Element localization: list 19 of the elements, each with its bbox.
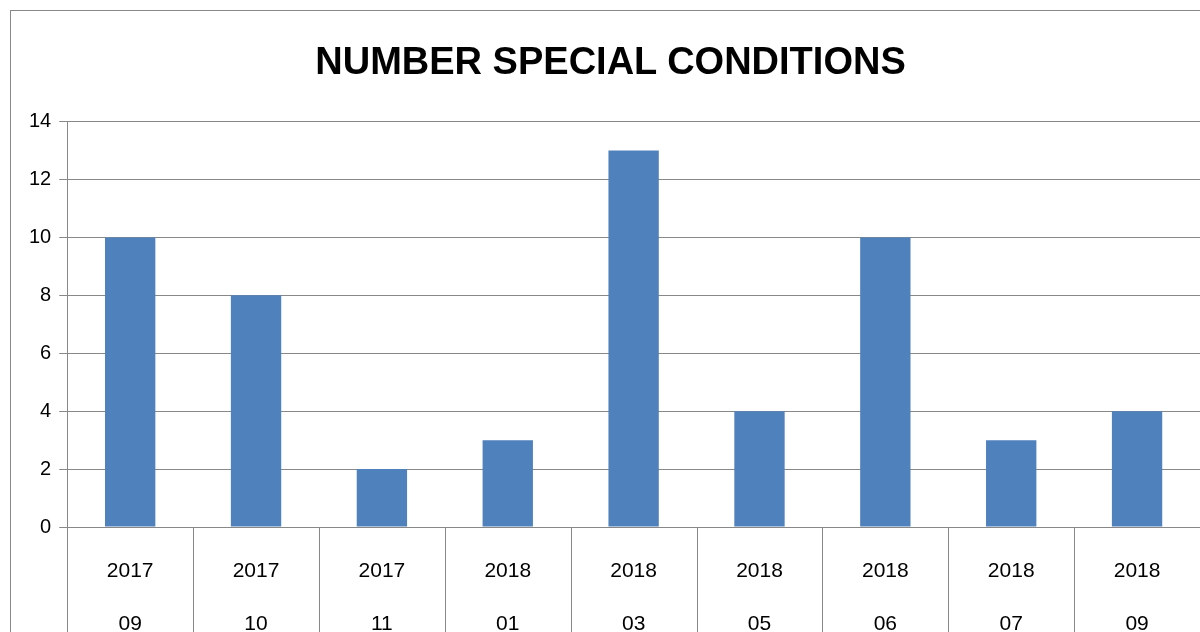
- bar: [482, 440, 533, 527]
- bar: [734, 411, 785, 527]
- y-tick-label: 8: [40, 282, 52, 305]
- bar: [356, 469, 408, 527]
- bar: [230, 295, 282, 527]
- y-tick-label: 2: [40, 456, 52, 479]
- y-tick-label: 4: [40, 398, 52, 421]
- y-tick-label: 0: [40, 514, 52, 537]
- chart-frame: NUMBER SPECIAL CONDITIONS 2017 09 2017 10 2017 11 2018 01 2018 03 2018 05 2018 06 2018 07 2018 09 0 2 4 6 8 10 12 14: [10, 10, 1200, 632]
- bar: [860, 237, 911, 527]
- bar: [986, 440, 1037, 527]
- y-tick-label: 14: [29, 109, 52, 132]
- y-tick-label: 12: [29, 167, 52, 190]
- chart-title: NUMBER SPECIAL CONDITIONS: [315, 40, 906, 83]
- y-tick-label: 6: [40, 340, 52, 363]
- bar: [1111, 411, 1163, 527]
- y-tick-label: 10: [29, 224, 52, 247]
- bar: [105, 237, 156, 527]
- bar: [608, 150, 659, 527]
